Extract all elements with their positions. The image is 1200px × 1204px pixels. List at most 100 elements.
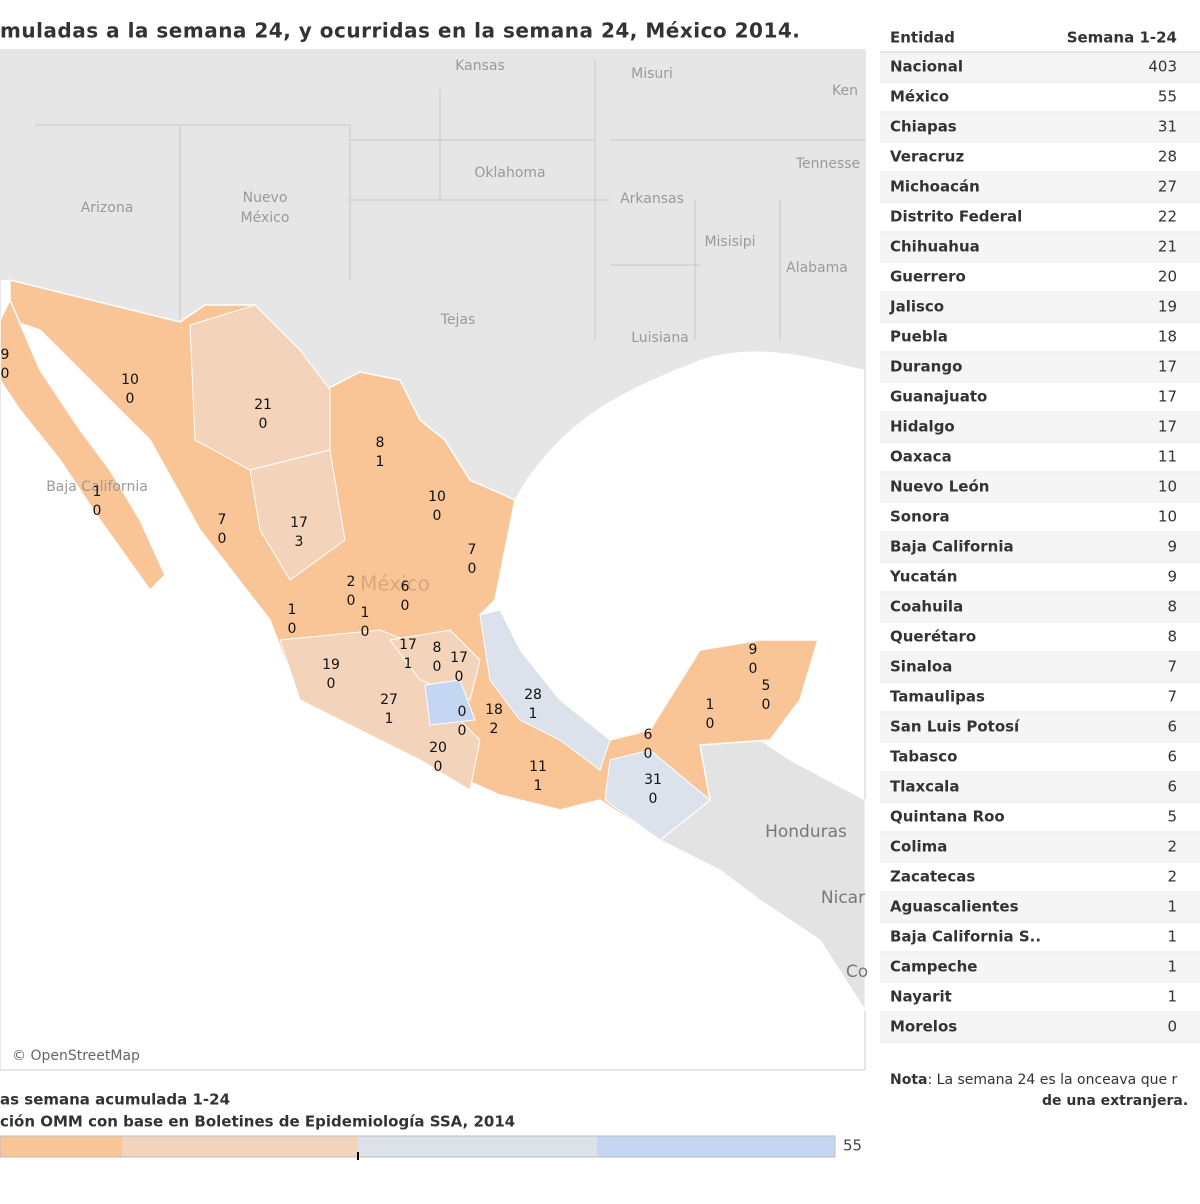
- place-label: Baja California: [46, 479, 148, 495]
- row-bg: [880, 323, 1200, 351]
- count: 17: [1158, 388, 1177, 406]
- row-bg: [880, 293, 1200, 321]
- count: 0: [1167, 1018, 1177, 1036]
- entity: Chiapas: [890, 118, 957, 136]
- entity: Michoacán: [890, 178, 980, 196]
- count: 28: [1158, 148, 1177, 166]
- place-label: Arkansas: [620, 191, 684, 207]
- count: 7: [1167, 688, 1177, 706]
- entity: Campeche: [890, 958, 977, 976]
- entity: Tamaulipas: [890, 688, 985, 706]
- state-total: 21: [254, 397, 272, 413]
- state-week: 0: [762, 697, 771, 713]
- legend-source: ción OMM con base en Boletines de Epidem…: [0, 1113, 515, 1131]
- entity: Distrito Federal: [890, 208, 1022, 226]
- state-total: 20: [429, 740, 447, 756]
- durango: [249, 449, 346, 581]
- note-text: : La semana 24 es la onceava que r: [927, 1072, 1177, 1088]
- entity: Oaxaca: [890, 448, 952, 466]
- state-week: 0: [288, 621, 297, 637]
- chihuahua: [189, 304, 331, 471]
- row-bg: [880, 653, 1200, 681]
- state-week: 0: [259, 416, 268, 432]
- row-bg: [880, 353, 1200, 381]
- count: 1: [1167, 898, 1177, 916]
- state-total: 8: [376, 435, 385, 451]
- entity: Querétaro: [890, 628, 976, 646]
- state-total: 8: [433, 640, 442, 656]
- row-bg: [880, 473, 1200, 501]
- entity: Yucatán: [889, 568, 957, 586]
- count: 6: [1167, 718, 1177, 736]
- row-bg: [880, 773, 1200, 801]
- entity: Nacional: [890, 58, 963, 76]
- count: 2: [1167, 838, 1177, 856]
- state-week: 0: [93, 503, 102, 519]
- state-week: 0: [644, 746, 653, 762]
- entity: Baja California S..: [890, 928, 1041, 946]
- count: 403: [1148, 58, 1177, 76]
- entity: Aguascalientes: [890, 898, 1019, 916]
- row-bg: [880, 533, 1200, 561]
- entity: Jalisco: [889, 298, 944, 316]
- entity: Colima: [890, 838, 947, 856]
- place-label: Alabama: [786, 260, 848, 276]
- state-week: 0: [126, 391, 135, 407]
- state-total: 9: [749, 642, 758, 658]
- count: 6: [1167, 778, 1177, 796]
- count: 8: [1167, 598, 1177, 616]
- state-week: 0: [1, 366, 10, 382]
- table-header: Entidad: [890, 29, 955, 47]
- state-week: 0: [706, 716, 715, 732]
- state-week: 0: [347, 593, 356, 609]
- entity: Sonora: [890, 508, 950, 526]
- map: © OpenStreetMap Kansas Misuri Ken Oklahoma T…: [0, 49, 868, 1071]
- state-week: 1: [534, 778, 543, 794]
- state-week: 0: [218, 531, 227, 547]
- row-bg: [880, 893, 1200, 921]
- veracruz: [479, 609, 611, 771]
- state-total: 1: [93, 484, 102, 500]
- state-total: 1: [361, 605, 370, 621]
- row-bg: [880, 563, 1200, 591]
- legend-swatch: [122, 1136, 358, 1157]
- state-total: 11: [529, 759, 547, 775]
- entity: Coahuila: [890, 598, 963, 616]
- row-bg: [880, 143, 1200, 171]
- place-label: Kansas: [455, 58, 505, 74]
- state-total: 1: [288, 602, 297, 618]
- row-bg: [880, 683, 1200, 711]
- entity: Puebla: [890, 328, 948, 346]
- row-bg: [880, 713, 1200, 741]
- row-bg: [880, 983, 1200, 1011]
- state-week: 0: [458, 723, 467, 739]
- count: 31: [1158, 118, 1177, 136]
- state-total: 2: [347, 574, 356, 590]
- mexico-state: [424, 679, 476, 726]
- count: 9: [1167, 568, 1177, 586]
- state-week: 3: [295, 534, 304, 550]
- entity: Guanajuato: [890, 388, 987, 406]
- count: 27: [1158, 178, 1177, 196]
- state-total: 10: [121, 372, 139, 388]
- count: 11: [1158, 448, 1177, 466]
- row-bg: [880, 923, 1200, 951]
- row-bg: [880, 53, 1200, 81]
- count: 2: [1167, 868, 1177, 886]
- legend-swatch: [597, 1136, 835, 1157]
- state-week: 0: [361, 624, 370, 640]
- count: 22: [1158, 208, 1177, 226]
- count: 1: [1167, 928, 1177, 946]
- legend-max: 55: [843, 1137, 862, 1155]
- count: 9: [1167, 538, 1177, 556]
- count: 17: [1158, 418, 1177, 436]
- entity: Chihuahua: [890, 238, 980, 256]
- row-bg: [880, 503, 1200, 531]
- state-total: 19: [322, 657, 340, 673]
- row-bg: [880, 953, 1200, 981]
- note: Nota: La semana 24 es la onceava que r: [890, 1072, 1178, 1088]
- state-borders: [35, 60, 865, 340]
- chiapas: [604, 749, 711, 841]
- row-bg: [880, 743, 1200, 771]
